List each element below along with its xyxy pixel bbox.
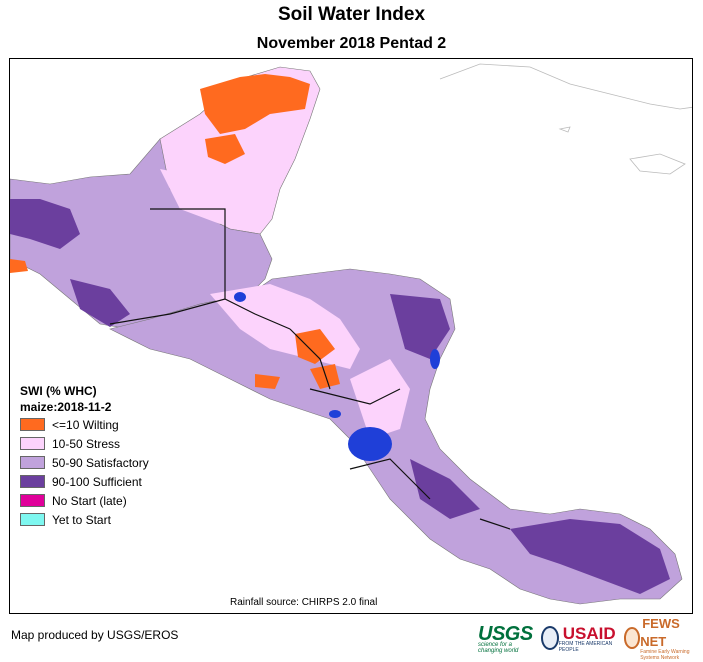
sufficient-region bbox=[410, 459, 480, 519]
legend-title: SWI (% WHC) bbox=[20, 384, 97, 398]
legend-item: Yet to Start bbox=[20, 510, 149, 529]
lake-nicaragua bbox=[348, 427, 392, 461]
wilting-region bbox=[310, 364, 340, 389]
legend-item: 10-50 Stress bbox=[20, 434, 149, 453]
legend-item: 90-100 Sufficient bbox=[20, 472, 149, 491]
wilting-region bbox=[295, 329, 335, 364]
fews-seal-icon bbox=[623, 627, 641, 649]
country-border bbox=[109, 208, 511, 530]
sufficient-region bbox=[10, 199, 80, 249]
sufficient-region bbox=[510, 519, 670, 594]
sufficient-region bbox=[70, 279, 130, 327]
legend-label: <=10 Wilting bbox=[52, 417, 119, 432]
legend-swatch bbox=[20, 494, 45, 507]
legend-swatch bbox=[20, 513, 45, 526]
stress-region bbox=[160, 169, 240, 224]
island-cayman bbox=[558, 126, 571, 133]
legend-label: 10-50 Stress bbox=[52, 436, 121, 451]
wilting-region bbox=[255, 374, 280, 389]
legend-item: <=10 Wilting bbox=[20, 415, 149, 434]
island-jamaica bbox=[629, 153, 686, 175]
legend-item: No Start (late) bbox=[20, 491, 149, 510]
legend-label: 90-100 Sufficient bbox=[52, 474, 142, 489]
lagoon bbox=[234, 292, 246, 302]
logo-bar: USGS science for a changing world USAID … bbox=[478, 616, 703, 661]
lake-managua bbox=[329, 410, 341, 418]
map-subtitle: November 2018 Pentad 2 bbox=[256, 35, 447, 52]
legend-swatch bbox=[20, 456, 45, 469]
map-area bbox=[9, 58, 693, 614]
producer-credit: Map produced by USGS/EROS bbox=[11, 628, 179, 642]
usgs-logo: USGS science for a changing world bbox=[478, 622, 533, 654]
legend-label: Yet to Start bbox=[52, 512, 111, 527]
legend-label: No Start (late) bbox=[52, 493, 127, 508]
usaid-seal-icon bbox=[540, 626, 559, 650]
legend-subtitle: maize:2018-11-2 bbox=[20, 400, 112, 414]
map-legend: SWI (% WHC) maize:2018-11-2 <=10 Wilting… bbox=[20, 383, 149, 529]
usaid-logo: USAID FROM THE AMERICAN PEOPLE bbox=[558, 623, 616, 653]
wilting-region bbox=[205, 134, 245, 164]
map-title: Soil Water Index bbox=[277, 4, 426, 25]
rainfall-source: Rainfall source: CHIRPS 2.0 final bbox=[230, 597, 378, 608]
legend-swatch bbox=[20, 418, 45, 431]
legend-item: 50-90 Satisfactory bbox=[20, 453, 149, 472]
wilting-region bbox=[10, 259, 28, 273]
lagoon bbox=[430, 349, 440, 369]
legend-label: 50-90 Satisfactory bbox=[52, 455, 149, 470]
sufficient-region bbox=[390, 294, 450, 359]
map-canvas bbox=[10, 63, 692, 605]
legend-swatch bbox=[20, 475, 45, 488]
fews-logo: FEWS NET Famine Early Warning Systems Ne… bbox=[640, 616, 690, 661]
wilting-region bbox=[200, 74, 310, 134]
legend-swatch bbox=[20, 437, 45, 450]
island-cuba bbox=[439, 63, 692, 110]
